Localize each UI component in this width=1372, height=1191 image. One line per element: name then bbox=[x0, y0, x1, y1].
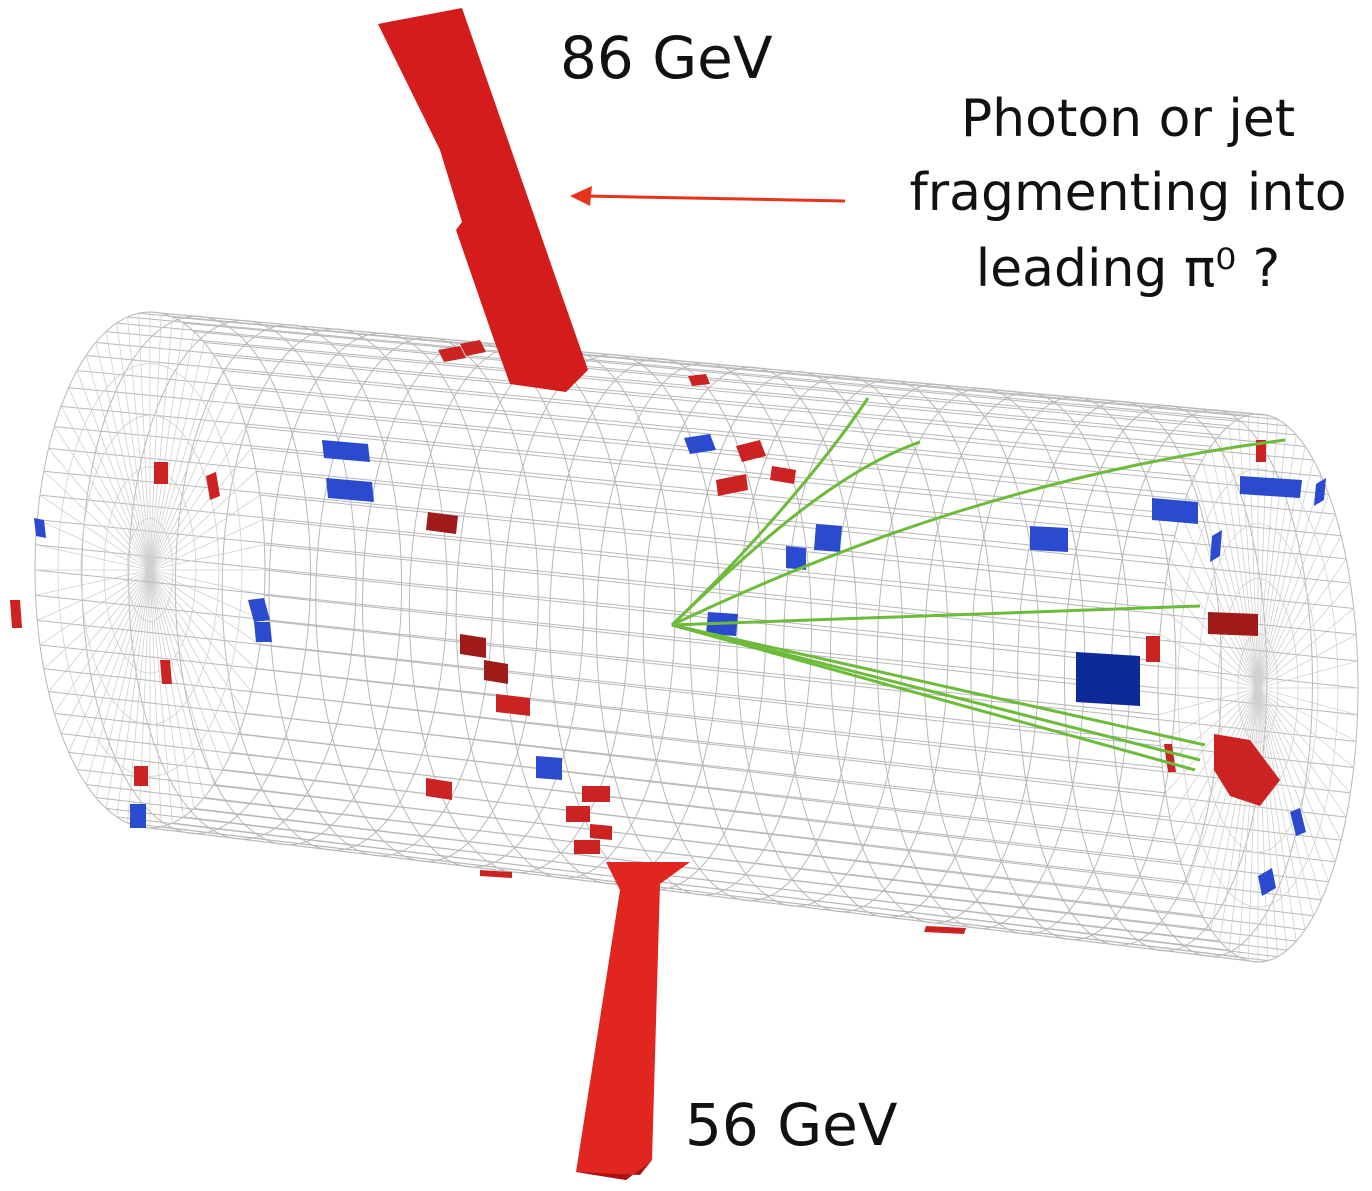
wire bbox=[269, 333, 493, 856]
wire bbox=[44, 471, 150, 570]
wire bbox=[456, 350, 675, 878]
event-display: 86 GeV 56 GeV Photon or jet fragmenting … bbox=[0, 0, 1372, 1191]
wire bbox=[128, 823, 1239, 957]
wire bbox=[36, 570, 150, 595]
wire bbox=[37, 520, 1160, 635]
wire bbox=[35, 570, 1158, 688]
upper-energy-label: 86 GeV bbox=[560, 24, 773, 92]
wire bbox=[1195, 476, 1258, 688]
jet-towers bbox=[378, 8, 690, 1180]
wire bbox=[150, 570, 256, 669]
wire bbox=[263, 620, 1356, 741]
wire bbox=[150, 570, 264, 595]
wire bbox=[44, 570, 150, 669]
annotation-line: fragmenting into bbox=[909, 163, 1346, 223]
arrow bbox=[570, 186, 845, 206]
wire bbox=[1220, 688, 1258, 941]
wire bbox=[150, 471, 256, 570]
wire bbox=[363, 342, 584, 867]
wire bbox=[265, 570, 1358, 688]
wire bbox=[117, 817, 1229, 950]
wire bbox=[36, 545, 150, 570]
wire bbox=[37, 620, 1160, 741]
wire bbox=[183, 323, 1287, 426]
annotation-line: leading π⁰ ? bbox=[976, 239, 1281, 299]
wire bbox=[222, 329, 447, 850]
wire bbox=[150, 332, 194, 570]
wire bbox=[129, 320, 356, 839]
lower-energy-label: 56 GeV bbox=[685, 1091, 898, 1159]
wire bbox=[128, 317, 1239, 419]
wire bbox=[1258, 661, 1358, 688]
wire bbox=[204, 342, 1305, 446]
wire bbox=[40, 495, 1162, 608]
wire bbox=[263, 520, 1356, 635]
wire bbox=[1158, 688, 1258, 715]
wire bbox=[150, 570, 194, 808]
wire bbox=[1258, 688, 1358, 715]
wire bbox=[1258, 688, 1346, 817]
annotation-line: Photon or jet bbox=[961, 89, 1295, 149]
wire bbox=[1258, 688, 1296, 941]
wire bbox=[175, 325, 401, 845]
wire bbox=[1158, 661, 1258, 688]
wire bbox=[49, 448, 1170, 558]
